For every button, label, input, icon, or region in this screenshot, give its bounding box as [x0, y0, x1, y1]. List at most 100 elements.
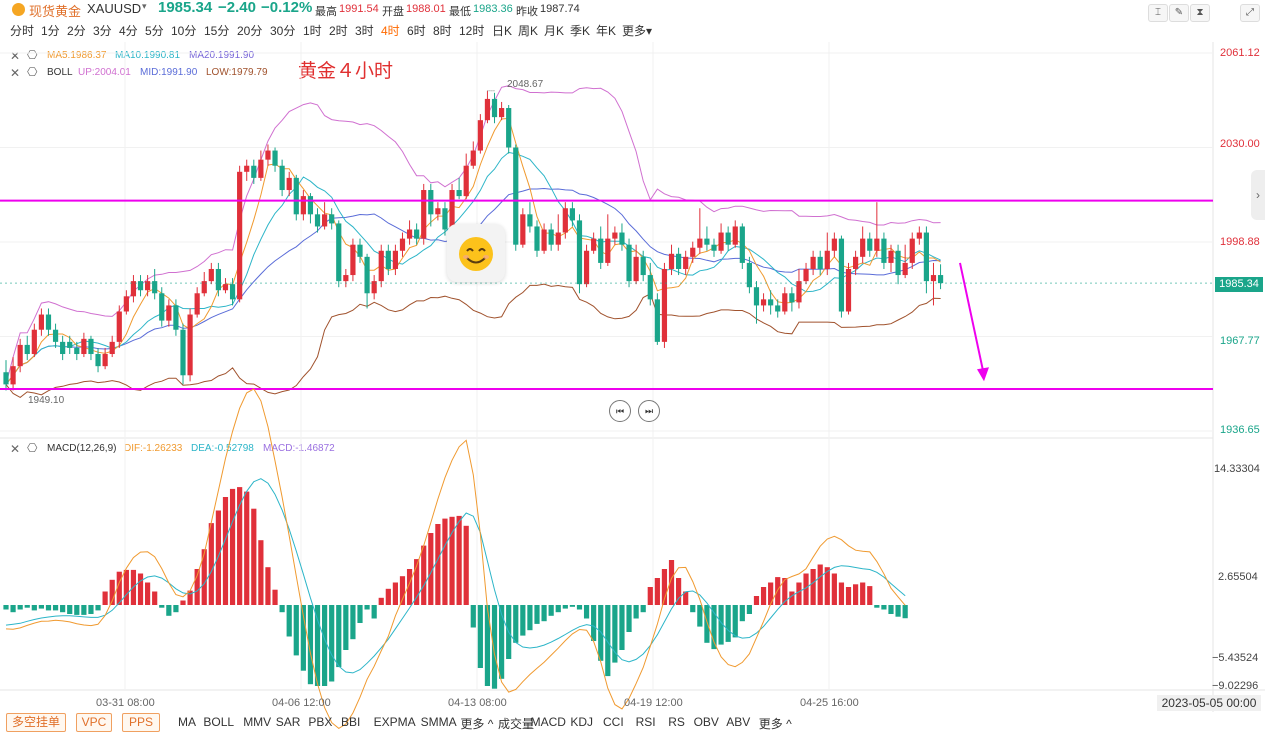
macd-histogram-bar: [562, 605, 568, 609]
tab-timeframe[interactable]: 年K: [596, 24, 617, 38]
indicator-option[interactable]: BBI: [341, 715, 361, 729]
macd-histogram-bar: [81, 605, 87, 615]
macd-histogram-bar: [31, 605, 37, 611]
indicator-option[interactable]: ABV: [726, 715, 751, 729]
tab-timeframe[interactable]: 2时: [329, 24, 348, 38]
order-book-chip[interactable]: 多空挂单: [6, 713, 66, 732]
tab-timeframe[interactable]: 1分: [41, 24, 60, 38]
tab-timeframe[interactable]: 2分: [67, 24, 86, 38]
dif-line: [5, 388, 906, 730]
boll-lower-line: [5, 283, 941, 398]
tab-timeframe[interactable]: 分时: [10, 24, 35, 38]
pen-tool-icon[interactable]: ✎: [1169, 4, 1189, 22]
instrument-name[interactable]: 现货黄金: [29, 4, 82, 19]
tab-timeframe[interactable]: 更多▾: [622, 24, 653, 38]
smiley-emoji-icon: [447, 224, 505, 282]
macd-histogram-bar: [746, 605, 752, 614]
macd-histogram-bar: [265, 567, 271, 605]
candle-body: [449, 190, 455, 230]
tab-timeframe[interactable]: 8时: [433, 24, 452, 38]
indicator-option[interactable]: CCI: [603, 715, 624, 729]
macd-histogram-bar: [796, 582, 802, 605]
tab-timeframe[interactable]: 30分: [270, 24, 296, 38]
tab-timeframe[interactable]: 4分: [119, 24, 138, 38]
candle-body: [222, 284, 229, 291]
close-icon[interactable]: ✕: [10, 442, 21, 456]
line-tool-icon[interactable]: ⌶: [1148, 4, 1168, 22]
indicator-option[interactable]: 成交量: [498, 717, 535, 731]
forward-end-icon[interactable]: ⏭: [638, 400, 660, 422]
dif-legend: DIF:-1.26233: [124, 443, 183, 454]
macd-histogram-bar: [449, 516, 455, 605]
tab-timeframe[interactable]: 月K: [544, 24, 565, 38]
tab-timeframe[interactable]: 日K: [492, 24, 513, 38]
tab-timeframe[interactable]: 20分: [237, 24, 263, 38]
price-change-pct: −0.12%: [261, 0, 313, 16]
indicator-option[interactable]: PBX: [308, 715, 333, 729]
indicator-option[interactable]: MMV: [243, 715, 272, 729]
macd-histogram-bar: [237, 487, 243, 605]
candle-body: [350, 244, 356, 276]
macd-tick: −9.02296: [1212, 680, 1259, 692]
tab-timeframe[interactable]: 3时: [355, 24, 374, 38]
macd-histogram-bar: [463, 525, 469, 605]
indicator-option[interactable]: RS: [668, 715, 685, 729]
tab-timeframe[interactable]: 周K: [518, 24, 539, 38]
macd-tick: 14.33304: [1214, 463, 1260, 475]
candle-body: [201, 281, 207, 294]
candle-body: [831, 238, 837, 251]
macd-histogram-bar: [24, 605, 30, 608]
expand-panel-icon[interactable]: ›: [1251, 170, 1265, 220]
tab-timeframe[interactable]: 6时: [407, 24, 426, 38]
vpc-chip[interactable]: VPC: [76, 713, 112, 732]
indicator-option[interactable]: MA: [178, 715, 196, 729]
candle-body: [435, 208, 441, 215]
tab-timeframe[interactable]: 10分: [171, 24, 197, 38]
indicator-option[interactable]: KDJ: [570, 715, 594, 729]
instrument-symbol[interactable]: XAUUSD: [87, 1, 142, 16]
fullscreen-icon[interactable]: ⤢: [1240, 4, 1260, 22]
macd-histogram-bar: [541, 605, 547, 622]
rewind-start-icon[interactable]: ⏮: [609, 400, 631, 422]
settings-icon[interactable]: ⎔: [27, 48, 38, 62]
candle-body: [258, 159, 264, 178]
settings-icon[interactable]: ⎔: [27, 441, 38, 455]
macd-histogram-bar: [683, 591, 689, 605]
indicator-option[interactable]: RSI: [635, 715, 656, 729]
tab-timeframe[interactable]: 12时: [459, 24, 485, 38]
indicator-option[interactable]: MACD: [530, 715, 566, 729]
dea-legend: DEA:-0.52798: [191, 443, 254, 454]
tab-timeframe[interactable]: 1时: [303, 24, 322, 38]
indicator-option[interactable]: OBV: [693, 715, 719, 729]
chevron-down-icon[interactable]: ▾: [142, 1, 147, 11]
candle-body: [697, 238, 703, 248]
macd-histogram-bar: [619, 605, 625, 650]
macd-histogram-bar: [45, 605, 52, 611]
close-icon[interactable]: ✕: [10, 66, 21, 80]
close-icon[interactable]: ✕: [10, 49, 21, 63]
macd-histogram-bar: [576, 605, 583, 610]
pps-chip[interactable]: PPS: [122, 713, 160, 732]
indicator-option[interactable]: 更多 ^: [460, 717, 494, 731]
indicator-option[interactable]: 更多 ^: [758, 717, 792, 731]
macd-histogram-bar: [329, 605, 335, 682]
candle-body: [789, 293, 795, 303]
candle-style-icon[interactable]: ⧗: [1190, 4, 1210, 22]
tab-timeframe[interactable]: 5分: [145, 24, 164, 38]
indicator-option[interactable]: SMMA: [420, 715, 457, 729]
settings-icon[interactable]: ⎔: [27, 65, 38, 79]
candle-body: [690, 247, 696, 257]
candle-body: [881, 238, 887, 263]
candle-body: [406, 229, 413, 239]
tab-timeframe[interactable]: 季K: [570, 24, 591, 38]
candle-body: [180, 329, 186, 376]
prev-close-label: 昨收: [516, 6, 538, 18]
tab-timeframe[interactable]: 3分: [93, 24, 112, 38]
indicator-option[interactable]: SAR: [275, 715, 301, 729]
indicator-option[interactable]: EXPMA: [373, 715, 416, 729]
tab-timeframe[interactable]: 15分: [204, 24, 230, 38]
candle-body: [853, 256, 859, 269]
indicator-option[interactable]: BOLL: [203, 715, 235, 729]
tab-timeframe[interactable]: 4时: [381, 24, 400, 38]
